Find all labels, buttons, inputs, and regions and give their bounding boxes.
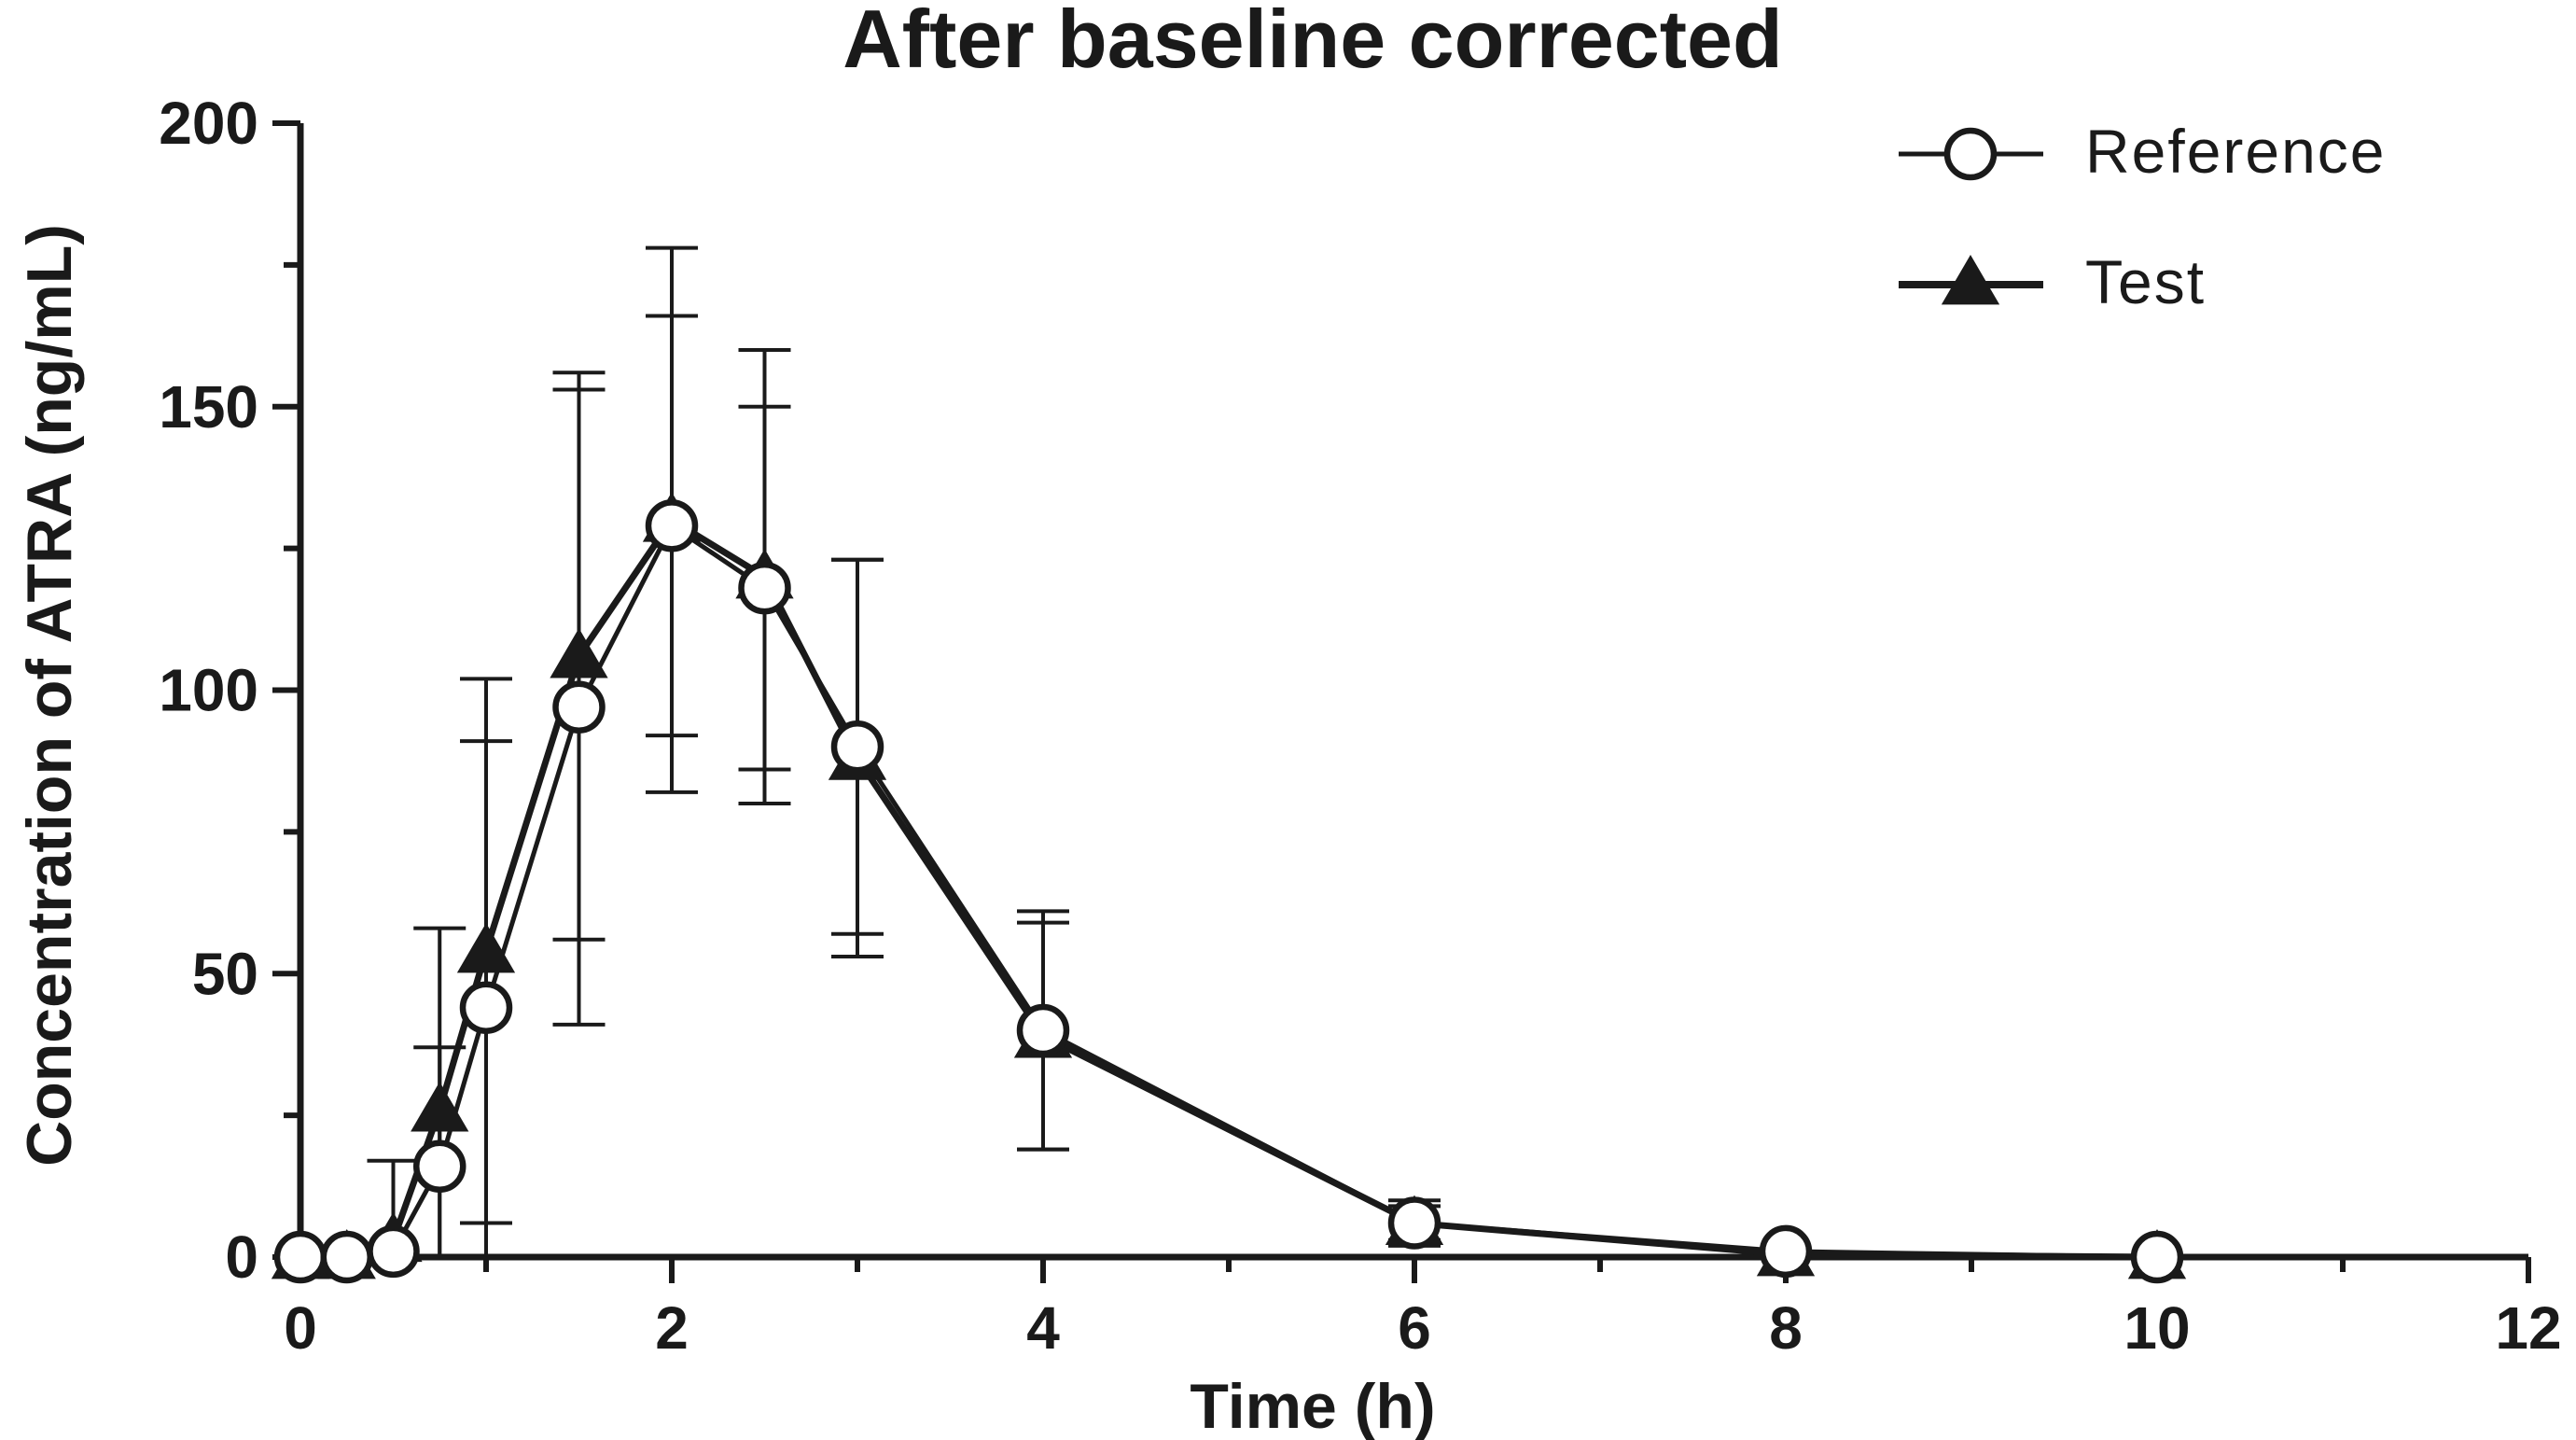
- legend-label-test: Test: [2085, 247, 2206, 316]
- x-tick-label: 4: [1026, 1294, 1060, 1362]
- legend-marker-reference: [1943, 127, 1998, 181]
- x-tick-label: 12: [2495, 1294, 2561, 1362]
- y-axis-title: Concentration of ATRA (ng/mL): [14, 224, 85, 1167]
- x-tick-label: 6: [1398, 1294, 1431, 1362]
- data-point-test: [411, 1082, 469, 1132]
- data-point-reference: [830, 720, 884, 774]
- x-tick-label: 2: [655, 1294, 689, 1362]
- data-point-reference: [1387, 1196, 1441, 1250]
- data-point-reference: [738, 561, 791, 615]
- data-point-reference: [645, 499, 699, 552]
- data-point-reference: [2130, 1230, 2184, 1284]
- legend-label-reference: Reference: [2085, 117, 2387, 186]
- y-tick-label: 200: [159, 90, 258, 157]
- markers-test: [271, 492, 2187, 1279]
- data-point-test: [550, 628, 608, 678]
- data-point-reference: [367, 1224, 420, 1279]
- x-axis-title: Time (h): [1190, 1371, 1435, 1440]
- x-tick-label: 10: [2123, 1294, 2190, 1362]
- y-tick-label: 0: [225, 1223, 258, 1291]
- chart-title: After baseline corrected: [842, 0, 1783, 85]
- markers-reference: [273, 499, 2184, 1284]
- legend: Reference Test: [1899, 117, 2387, 316]
- data-point-reference: [1016, 1003, 1070, 1057]
- data-point-reference: [552, 680, 606, 734]
- legend-marker-test: [1941, 255, 2000, 305]
- x-tick-label: 0: [284, 1294, 317, 1362]
- data-point-reference: [320, 1230, 373, 1284]
- x-tick-label: 8: [1769, 1294, 1803, 1362]
- series-test: [300, 245, 2158, 1261]
- y-tick-label: 50: [192, 940, 258, 1007]
- y-tick-label: 150: [159, 373, 258, 440]
- data-point-test: [456, 922, 516, 973]
- data-point-reference: [413, 1139, 466, 1194]
- data-point-reference: [459, 981, 513, 1034]
- y-tick-label: 100: [159, 657, 258, 724]
- series-layer: [271, 245, 2187, 1284]
- data-point-reference: [273, 1230, 327, 1284]
- data-point-reference: [1759, 1224, 1813, 1279]
